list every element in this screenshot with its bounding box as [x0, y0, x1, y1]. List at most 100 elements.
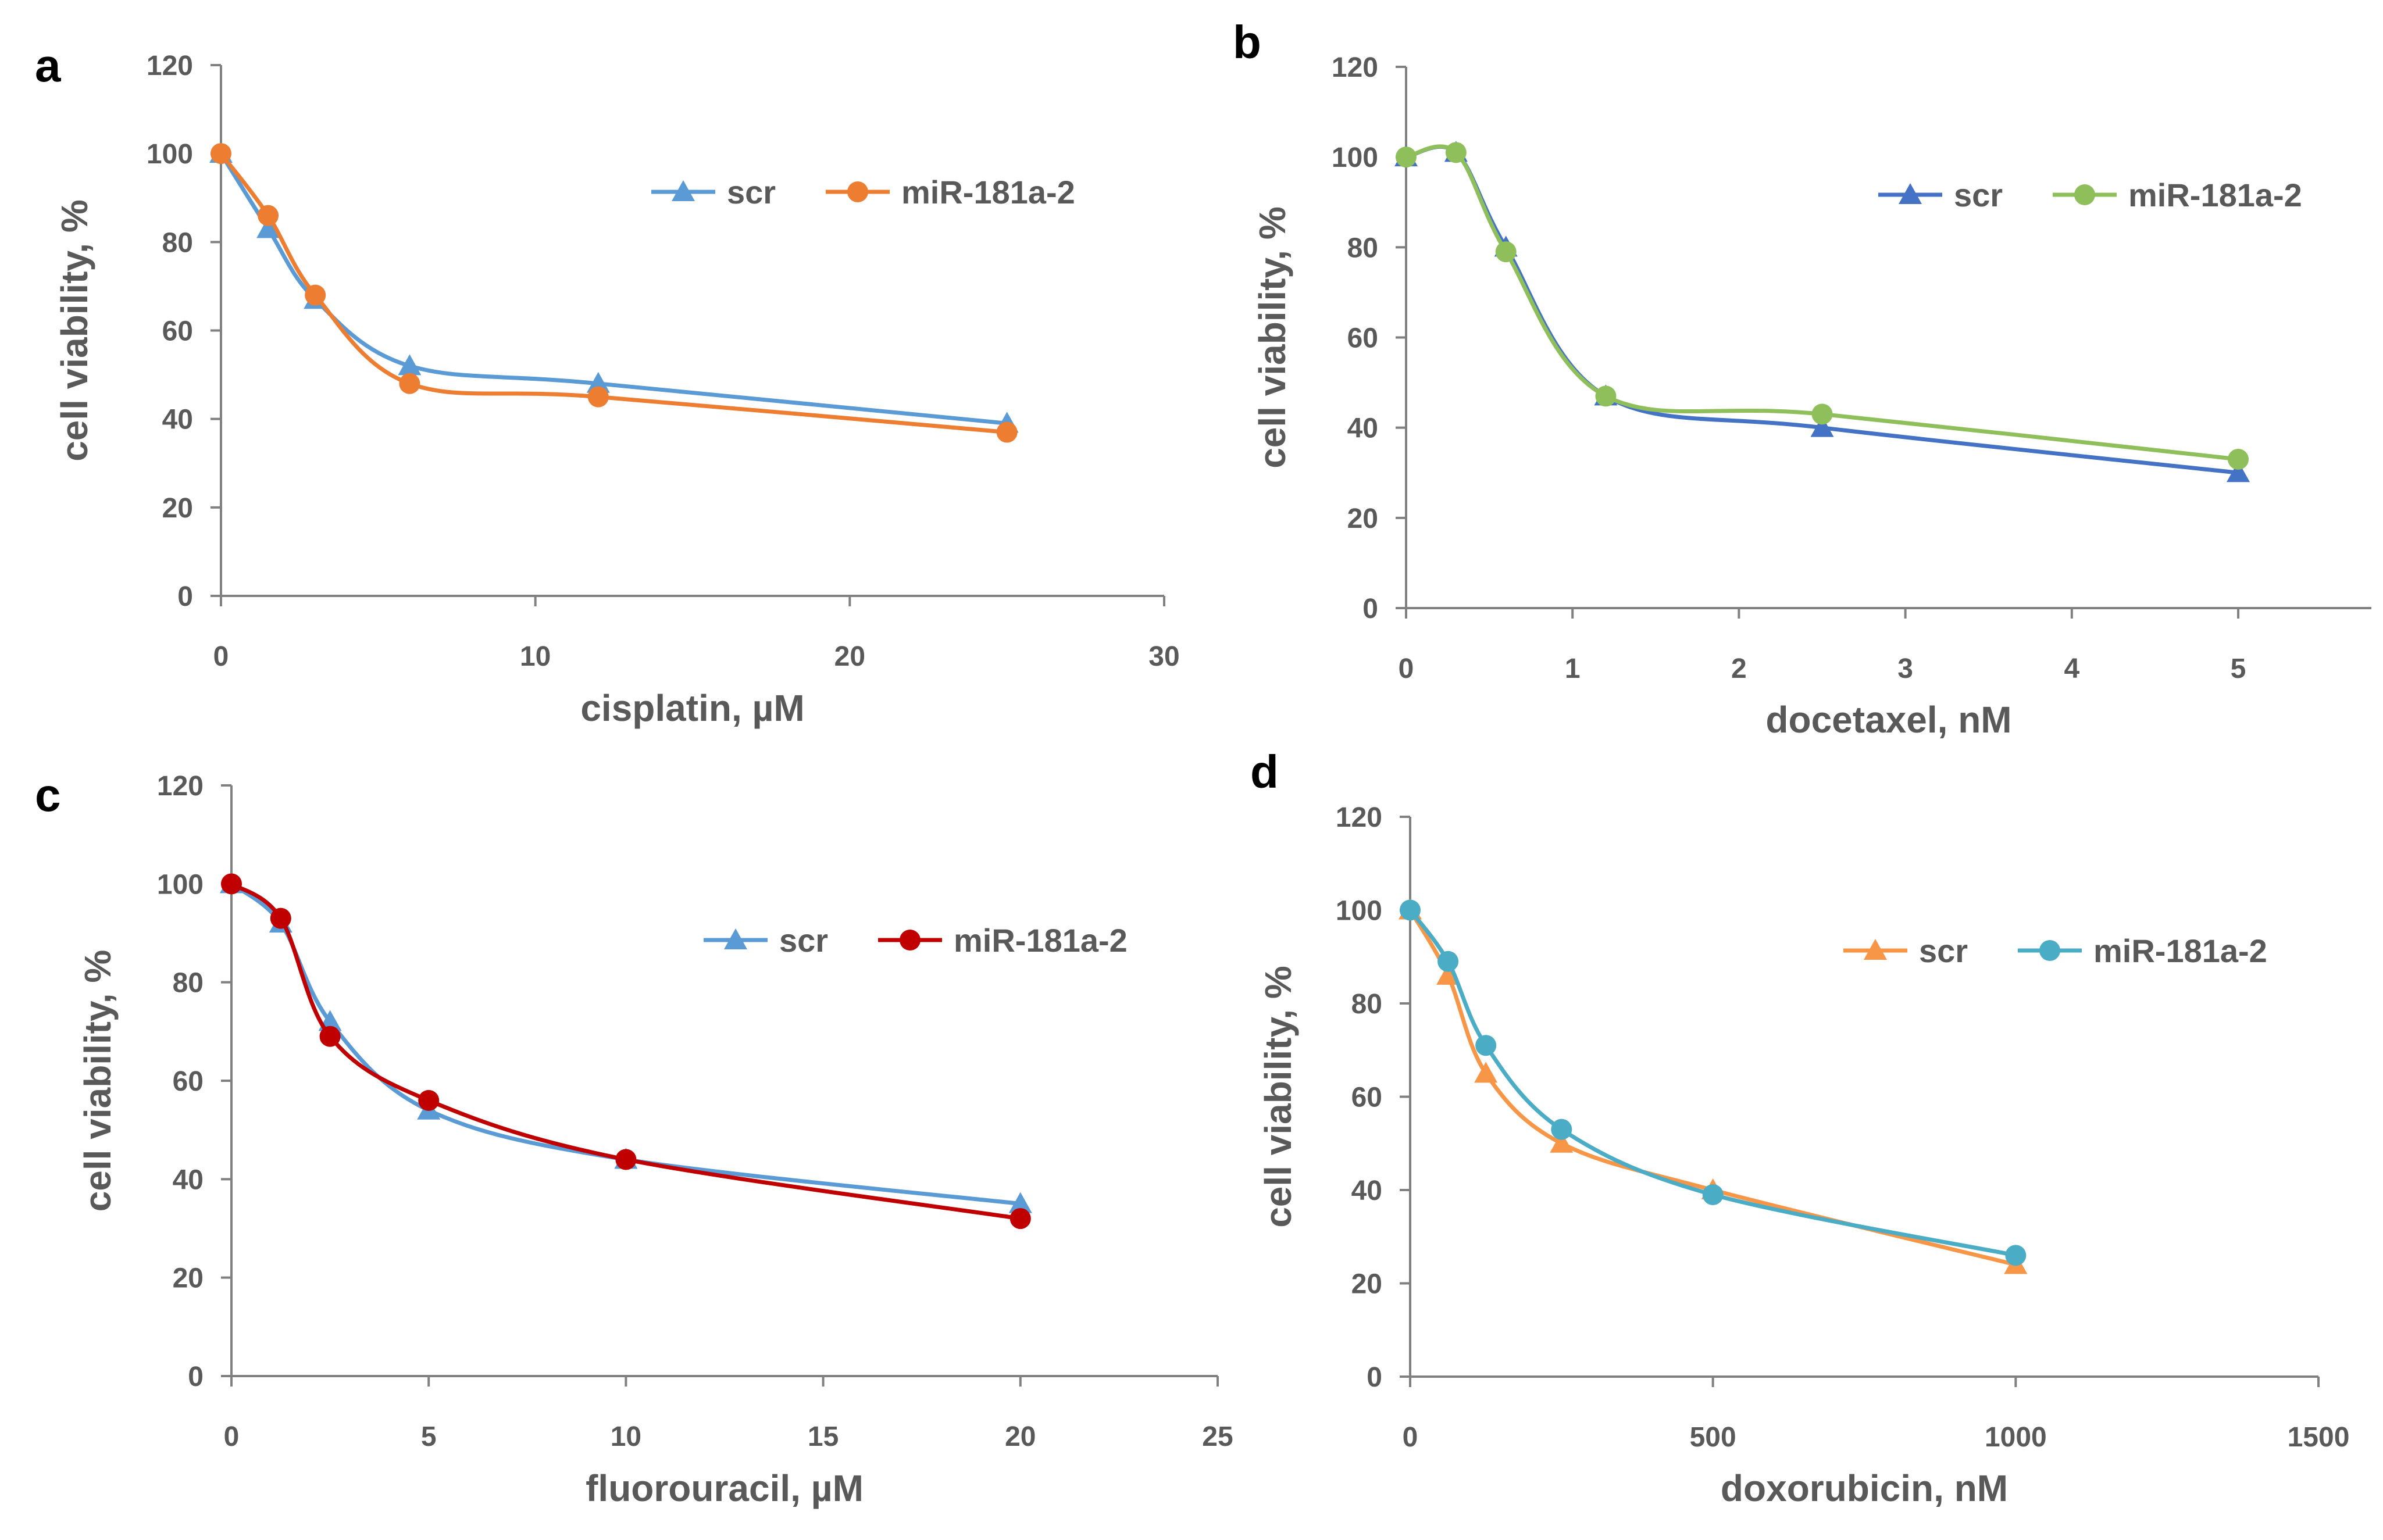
y-tick-label: 100: [157, 869, 204, 900]
y-tick-label: 40: [1351, 1175, 1382, 1206]
y-tick-label: 40: [1347, 413, 1378, 444]
y-tick-label: 120: [147, 51, 193, 81]
y-tick-label: 20: [1351, 1269, 1382, 1300]
data-point: [1811, 403, 1833, 425]
y-tick-label: 0: [1362, 594, 1378, 624]
data-point: [1009, 1208, 1031, 1230]
legend-label: scr: [1919, 932, 1968, 969]
x-tick-label: 1000: [1985, 1422, 2047, 1453]
legend-label: scr: [727, 174, 776, 210]
panel-letter: d: [1250, 746, 1279, 798]
series-miR-181a-2: [1400, 899, 2027, 1266]
y-tick-label: 80: [173, 968, 204, 999]
x-tick-label: 5: [421, 1421, 437, 1452]
data-point: [1702, 1184, 1724, 1206]
chart-panel-b: b 0 20 40 60 80 100 120 0 1 2 3 4 5 docetaxel, nM cell …: [1233, 16, 2371, 741]
x-tick-label: 0: [1403, 1422, 1418, 1453]
x-tick-label: 20: [1005, 1421, 1036, 1452]
y-tick-label: 20: [162, 493, 193, 524]
data-point: [615, 1149, 637, 1170]
x-tick-label: 30: [1148, 641, 1179, 672]
y-tick-label: 80: [1347, 233, 1378, 263]
data-point: [1595, 385, 1617, 407]
legend-label: miR-181a-2: [2093, 932, 2267, 969]
legend-marker: [672, 180, 695, 201]
data-point: [270, 907, 291, 929]
data-point: [1475, 1035, 1497, 1056]
legend-entry: miR-181a-2: [2018, 932, 2267, 969]
data-point: [1436, 963, 1460, 985]
series-miR-181a-2: [211, 143, 1018, 443]
data-point: [1437, 951, 1459, 972]
data-point: [211, 143, 231, 165]
y-tick-label: 120: [1336, 802, 1382, 833]
y-tick-label: 100: [147, 139, 193, 170]
x-tick-label: 25: [1202, 1421, 1233, 1452]
y-axis-label: cell viability, %: [77, 950, 119, 1212]
panel-letter: c: [35, 769, 61, 821]
x-axis-label: cisplatin, µM: [580, 687, 804, 729]
chart-panel-c: c 0 20 40 60 80 100 120 0 5 10 15 20 25 fluorouracil, …: [35, 769, 1233, 1509]
data-point: [258, 205, 279, 226]
series-scr: [209, 142, 1019, 433]
legend-label: miR-181a-2: [2128, 177, 2302, 213]
x-tick-label: 5: [2231, 653, 2246, 684]
legend-marker: [900, 930, 921, 951]
panel-letter: b: [1233, 16, 1261, 68]
x-tick-label: 0: [1399, 653, 1414, 684]
legend-entry: miR-181a-2: [826, 174, 1075, 210]
x-tick-label: 0: [213, 641, 229, 672]
x-tick-label: 500: [1690, 1422, 1736, 1453]
y-tick-label: 120: [1332, 52, 1378, 83]
series-scr: [1394, 141, 2250, 483]
data-point: [398, 354, 422, 376]
x-axis-label: fluorouracil, µM: [586, 1467, 864, 1509]
data-point: [1474, 1062, 1498, 1083]
panel-letter: a: [35, 40, 61, 91]
y-tick-label: 0: [1367, 1362, 1382, 1393]
y-tick-label: 100: [1336, 896, 1382, 927]
y-tick-label: 100: [1332, 142, 1378, 173]
y-tick-label: 20: [173, 1263, 204, 1294]
data-point: [1396, 147, 1417, 168]
y-tick-label: 80: [1351, 989, 1382, 1020]
series-miR-181a-2: [221, 873, 1031, 1230]
data-point: [1400, 899, 1421, 921]
legend-entry: scr: [1878, 177, 2003, 213]
data-point: [256, 217, 280, 238]
legend-marker: [847, 181, 868, 202]
y-tick-label: 120: [157, 771, 204, 802]
chart-panel-a: a 0 20 40 60 80 100 120 0 10 20 30 cisplatin, µM cell…: [35, 40, 1180, 729]
x-tick-label: 15: [808, 1421, 839, 1452]
y-tick-label: 80: [162, 227, 193, 258]
legend-entry: miR-181a-2: [2053, 177, 2302, 213]
y-tick-label: 20: [1347, 503, 1378, 534]
legend-label: scr: [779, 922, 828, 959]
x-axis-label: doxorubicin, nM: [1721, 1467, 2008, 1509]
x-tick-label: 3: [1897, 653, 1913, 684]
data-point: [418, 1089, 440, 1111]
y-tick-label: 0: [177, 581, 193, 612]
y-tick-label: 60: [162, 316, 193, 347]
legend-entry: scr: [704, 922, 828, 959]
x-tick-label: 20: [834, 641, 865, 672]
data-point: [1445, 142, 1467, 163]
data-point: [2005, 1245, 2027, 1266]
y-tick-label: 60: [1351, 1082, 1382, 1113]
data-point: [1551, 1119, 1572, 1140]
legend-entry: scr: [1843, 932, 1968, 969]
data-point: [1810, 416, 1834, 437]
x-tick-label: 1500: [2288, 1422, 2350, 1453]
y-tick-label: 60: [1347, 323, 1378, 354]
data-point: [587, 386, 609, 408]
data-point: [1495, 241, 1517, 263]
legend-marker: [724, 928, 747, 949]
y-tick-label: 40: [162, 405, 193, 435]
y-tick-label: 40: [173, 1164, 204, 1195]
x-tick-label: 10: [611, 1421, 641, 1452]
x-tick-label: 10: [520, 641, 551, 672]
y-axis-label: cell viability, %: [1257, 966, 1299, 1228]
x-tick-label: 2: [1731, 653, 1747, 684]
data-point: [221, 873, 242, 895]
